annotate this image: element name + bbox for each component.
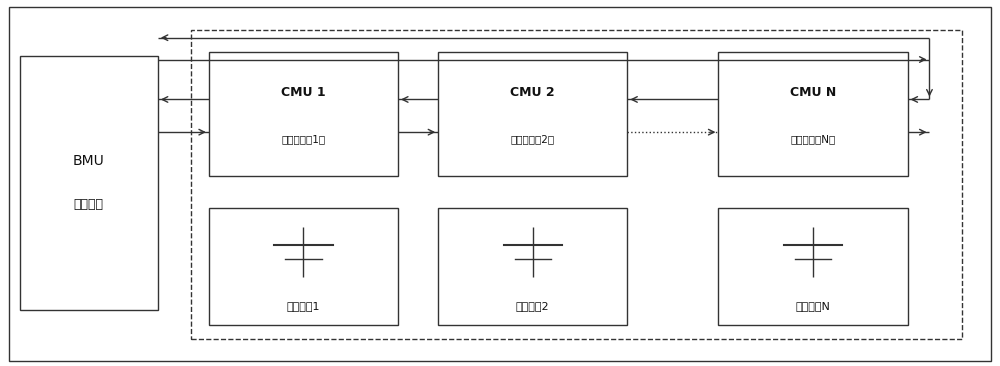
- Text: （从控制剸2）: （从控制剸2）: [511, 134, 555, 145]
- Bar: [438, 208, 627, 325]
- Bar: [718, 208, 908, 325]
- Bar: [209, 208, 398, 325]
- Text: BMU: BMU: [73, 154, 105, 168]
- Text: （从控制剸1）: （从控制剸1）: [281, 134, 326, 145]
- Text: 主控制器: 主控制器: [74, 198, 104, 211]
- Bar: [718, 52, 908, 176]
- Text: 电池模的N: 电池模的N: [796, 302, 830, 311]
- Bar: [20, 56, 158, 310]
- Bar: [209, 52, 398, 176]
- Text: 电池模的2: 电池模的2: [516, 302, 550, 311]
- Text: 电池模的1: 电池模的1: [287, 302, 320, 311]
- Text: CMU 1: CMU 1: [281, 86, 326, 99]
- Text: （从控制器N）: （从控制器N）: [790, 134, 836, 145]
- Text: CMU 2: CMU 2: [510, 86, 555, 99]
- Bar: [438, 52, 627, 176]
- Text: CMU N: CMU N: [790, 86, 836, 99]
- Bar: [191, 30, 962, 339]
